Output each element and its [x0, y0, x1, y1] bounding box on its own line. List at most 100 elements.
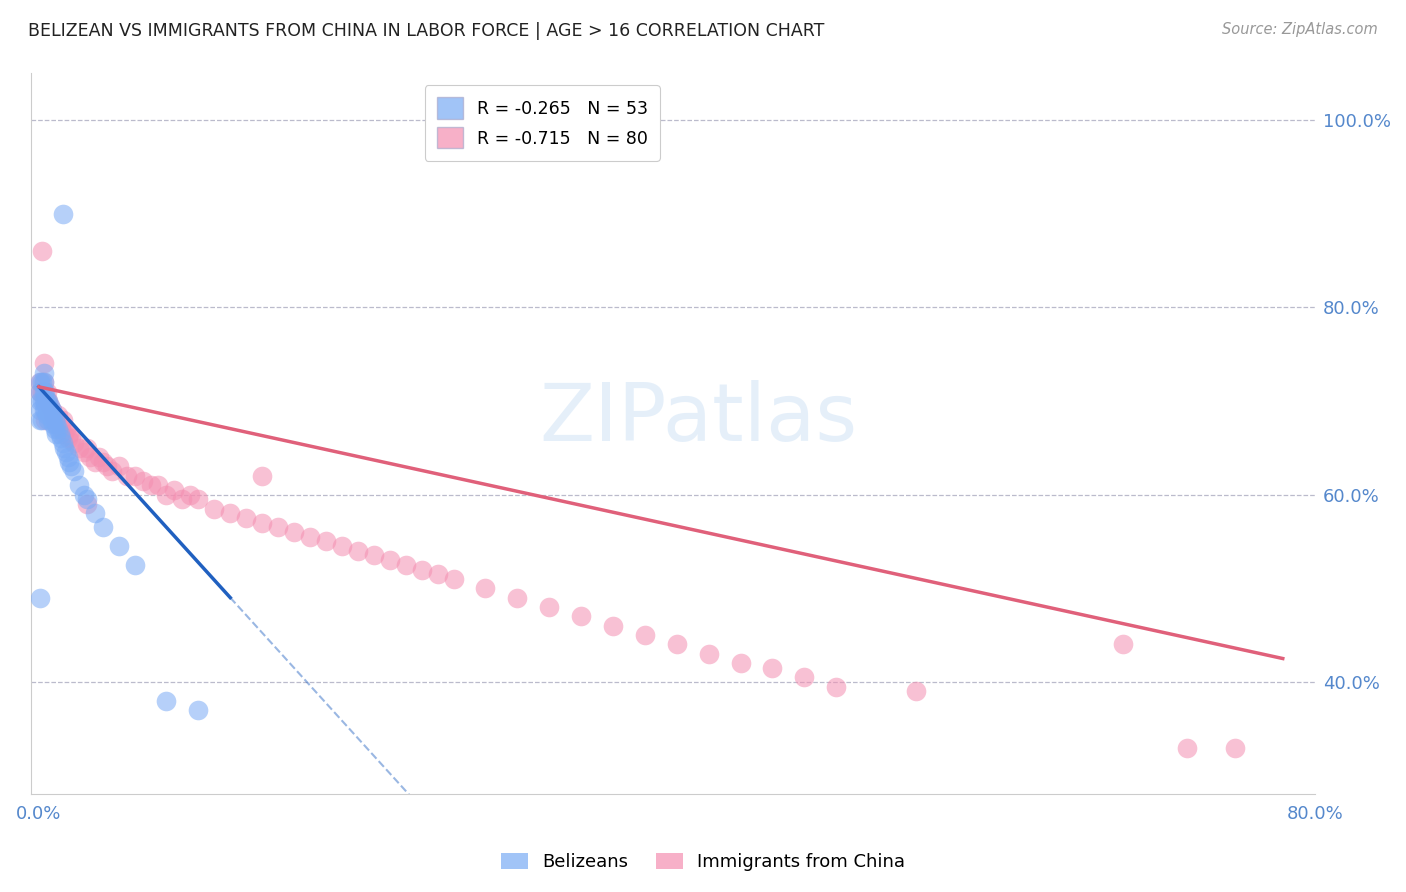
- Text: Source: ZipAtlas.com: Source: ZipAtlas.com: [1222, 22, 1378, 37]
- Point: [107, 459, 129, 474]
- Point: [59, 459, 82, 474]
- Point: [55, 422, 77, 436]
- Point: [187, 703, 209, 717]
- Point: [91, 455, 114, 469]
- Point: [148, 478, 170, 492]
- Point: [67, 478, 90, 492]
- Point: [59, 431, 82, 445]
- Point: [31, 244, 53, 258]
- Point: [107, 539, 129, 553]
- Point: [31, 375, 53, 389]
- Point: [1175, 740, 1198, 755]
- Point: [51, 431, 73, 445]
- Point: [35, 408, 58, 422]
- Point: [30, 375, 52, 389]
- Point: [163, 483, 186, 497]
- Point: [298, 530, 321, 544]
- Point: [506, 591, 529, 605]
- Point: [44, 422, 66, 436]
- Point: [51, 422, 73, 436]
- Point: [35, 393, 58, 408]
- Point: [1112, 637, 1135, 651]
- Point: [37, 393, 59, 408]
- Point: [30, 375, 52, 389]
- Point: [31, 412, 53, 426]
- Point: [37, 403, 59, 417]
- Point: [72, 487, 94, 501]
- Point: [283, 524, 305, 539]
- Point: [41, 412, 63, 426]
- Point: [42, 408, 65, 422]
- Point: [155, 487, 177, 501]
- Point: [378, 553, 401, 567]
- Point: [35, 399, 58, 413]
- Point: [96, 459, 118, 474]
- Point: [34, 384, 56, 399]
- Point: [37, 393, 59, 408]
- Point: [79, 450, 101, 464]
- Point: [37, 412, 59, 426]
- Point: [347, 543, 370, 558]
- Point: [825, 680, 848, 694]
- Point: [58, 455, 80, 469]
- Point: [1223, 740, 1246, 755]
- Point: [31, 384, 53, 399]
- Text: BELIZEAN VS IMMIGRANTS FROM CHINA IN LABOR FORCE | AGE > 16 CORRELATION CHART: BELIZEAN VS IMMIGRANTS FROM CHINA IN LAB…: [28, 22, 824, 40]
- Point: [602, 618, 624, 632]
- Point: [41, 403, 63, 417]
- Point: [32, 375, 55, 389]
- Point: [250, 516, 273, 530]
- Legend: R = -0.265   N = 53, R = -0.715   N = 80: R = -0.265 N = 53, R = -0.715 N = 80: [425, 86, 659, 161]
- Point: [48, 426, 70, 441]
- Point: [267, 520, 290, 534]
- Point: [124, 558, 146, 572]
- Point: [53, 441, 76, 455]
- Point: [52, 436, 75, 450]
- Point: [32, 366, 55, 380]
- Point: [56, 450, 79, 464]
- Point: [39, 399, 62, 413]
- Point: [315, 534, 337, 549]
- Point: [48, 417, 70, 432]
- Point: [34, 393, 56, 408]
- Point: [89, 450, 111, 464]
- Point: [426, 567, 449, 582]
- Point: [202, 501, 225, 516]
- Point: [172, 492, 194, 507]
- Point: [83, 506, 105, 520]
- Point: [665, 637, 688, 651]
- Point: [250, 468, 273, 483]
- Point: [32, 384, 55, 399]
- Point: [31, 393, 53, 408]
- Point: [44, 412, 66, 426]
- Point: [44, 412, 66, 426]
- Point: [30, 384, 52, 399]
- Point: [56, 431, 79, 445]
- Point: [34, 403, 56, 417]
- Text: ZIPatlas: ZIPatlas: [540, 380, 858, 458]
- Point: [46, 408, 69, 422]
- Point: [91, 520, 114, 534]
- Point: [30, 384, 52, 399]
- Point: [39, 408, 62, 422]
- Point: [395, 558, 418, 572]
- Point: [34, 393, 56, 408]
- Point: [45, 417, 67, 432]
- Point: [30, 403, 52, 417]
- Point: [63, 464, 86, 478]
- Point: [63, 436, 86, 450]
- Point: [131, 474, 153, 488]
- Point: [42, 408, 65, 422]
- Point: [32, 403, 55, 417]
- Point: [30, 393, 52, 408]
- Point: [76, 492, 98, 507]
- Point: [793, 670, 815, 684]
- Point: [179, 487, 201, 501]
- Point: [55, 445, 77, 459]
- Point: [67, 441, 90, 455]
- Point: [42, 417, 65, 432]
- Point: [538, 599, 561, 614]
- Point: [474, 581, 496, 595]
- Point: [76, 441, 98, 455]
- Point: [443, 572, 465, 586]
